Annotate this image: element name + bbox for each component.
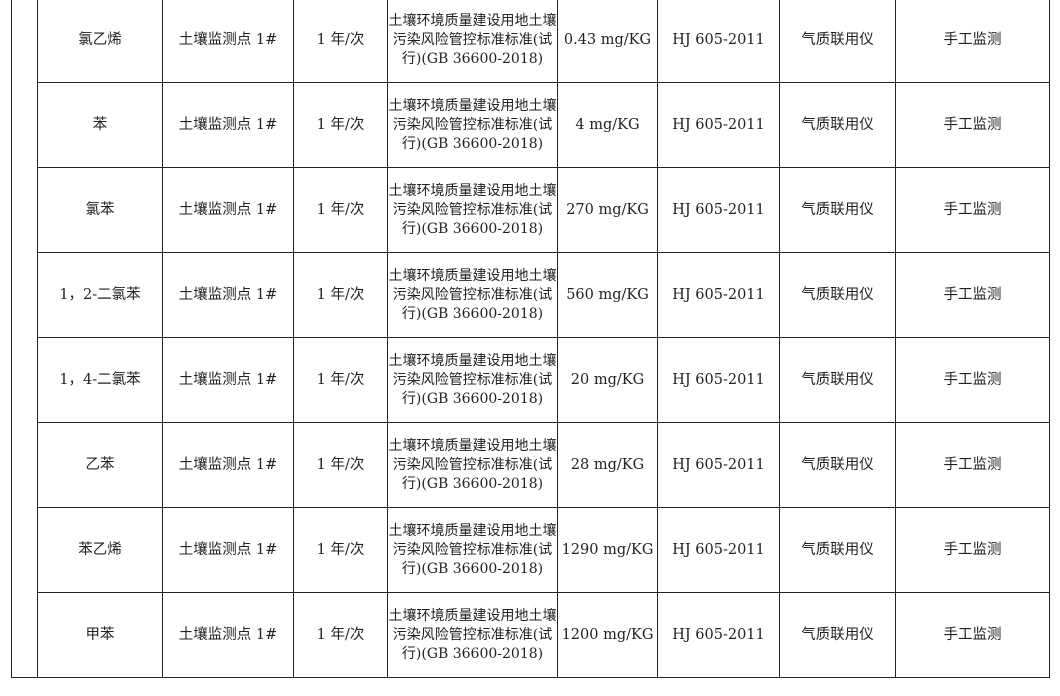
table-row: 氯乙烯 土壤监测点 1# 1 年/次 土壤环境质量建设用地土壤污染风险管控标准标准(试…: [11, 0, 1050, 678]
instrument-cell: 气质联用仪: [779, 252, 896, 338]
instrument-cell: 气质联用仪: [779, 422, 896, 508]
merged-category-cell: [11, 0, 38, 678]
instrument-cell: 气质联用仪: [779, 167, 896, 253]
pollutant-cell: 苯: [37, 82, 163, 168]
mode-cell: 手工监测: [895, 422, 1050, 508]
mode-cell: 手工监测: [895, 592, 1050, 678]
standard-cell: 土壤环境质量建设用地土壤污染风险管控标准标准(试行)(GB 36600-2018…: [387, 82, 558, 168]
pollutant-cell: 苯乙烯: [37, 507, 163, 593]
limit-cell: 1200 mg/KG: [557, 592, 658, 678]
table-row: 苯乙烯 土壤监测点 1# 1 年/次 土壤环境质量建设用地土壤污染风险管控标准标准(试…: [12, 507, 1050, 593]
limit-cell: 20 mg/KG: [557, 337, 658, 423]
pollutant-cell: 1，4-二氯苯: [37, 337, 163, 423]
instrument-cell: 气质联用仪: [779, 592, 896, 678]
site-cell: 土壤监测点 1#: [162, 0, 294, 83]
mode-cell: 手工监测: [895, 507, 1050, 593]
instrument-cell: 气质联用仪: [779, 0, 896, 83]
table-row: 苯土壤监测点 1# 1 年/次 土壤环境质量建设用地土壤污染风险管控标准标准(试行)…: [12, 82, 1050, 168]
instrument-cell: 气质联用仪: [779, 337, 896, 423]
method-cell: HJ 605-2011: [657, 337, 780, 423]
limit-cell: 4 mg/KG: [557, 82, 658, 168]
method-cell: HJ 605-2011: [657, 507, 780, 593]
table-row: 氯苯 土壤监测点 1# 1 年/次 土壤环境质量建设用地土壤污染风险管控标准标准(试行…: [12, 167, 1050, 253]
method-cell: HJ 605-2011: [657, 82, 780, 168]
pollutant-cell: 氯乙烯: [37, 0, 163, 83]
standard-cell: 土壤环境质量建设用地土壤污染风险管控标准标准(试行)(GB 36600-2018…: [387, 167, 558, 253]
table-row: 1，4-二氯苯 土壤监测点 1# 1 年/次 土壤环境质量建设用地土壤污染风险管控标准…: [12, 337, 1050, 423]
standard-cell: 土壤环境质量建设用地土壤污染风险管控标准标准(试行)(GB 36600-2018…: [387, 337, 558, 423]
monitoring-table: 氯乙烯 土壤监测点 1# 1 年/次 土壤环境质量建设用地土壤污染风险管控标准标准(试…: [11, 0, 1050, 678]
frequency-cell: 1 年/次: [293, 82, 388, 168]
site-cell: 土壤监测点 1#: [162, 422, 294, 508]
instrument-cell: 气质联用仪: [779, 507, 896, 593]
pollutant-cell: 1，2-二氯苯: [37, 252, 163, 338]
site-cell: 土壤监测点 1#: [162, 592, 294, 678]
limit-cell: 560 mg/KG: [557, 252, 658, 338]
table-row: 甲苯 土壤监测点 1# 1 年/次 土壤环境质量建设用地土壤污染风险管控标准标准(试行…: [12, 592, 1050, 678]
method-cell: HJ 605-2011: [657, 167, 780, 253]
limit-cell: 0.43 mg/KG: [557, 0, 658, 83]
frequency-cell: 1 年/次: [293, 0, 388, 83]
standard-cell: 土壤环境质量建设用地土壤污染风险管控标准标准(试行)(GB 36600-2018…: [387, 422, 558, 508]
method-cell: HJ 605-2011: [657, 252, 780, 338]
standard-cell: 土壤环境质量建设用地土壤污染风险管控标准标准(试行)(GB 36600-2018…: [387, 592, 558, 678]
standard-cell: 土壤环境质量建设用地土壤污染风险管控标准标准(试行)(GB 36600-2018…: [387, 252, 558, 338]
frequency-cell: 1 年/次: [293, 252, 388, 338]
standard-cell: 土壤环境质量建设用地土壤污染风险管控标准标准(试行)(GB 36600-2018…: [387, 0, 558, 83]
site-cell: 土壤监测点 1#: [162, 507, 294, 593]
mode-cell: 手工监测: [895, 252, 1050, 338]
limit-cell: 1290 mg/KG: [557, 507, 658, 593]
mode-cell: 手工监测: [895, 82, 1050, 168]
frequency-cell: 1 年/次: [293, 337, 388, 423]
method-cell: HJ 605-2011: [657, 0, 780, 83]
standard-cell: 土壤环境质量建设用地土壤污染风险管控标准标准(试行)(GB 36600-2018…: [387, 507, 558, 593]
table-row: 乙苯 土壤监测点 1# 1 年/次 土壤环境质量建设用地土壤污染风险管控标准标准(试行…: [12, 422, 1050, 508]
table-row: 1，2-二氯苯 土壤监测点 1# 1 年/次 土壤环境质量建设用地土壤污染风险管控标准…: [12, 252, 1050, 338]
mode-cell: 手工监测: [895, 0, 1050, 83]
method-cell: HJ 605-2011: [657, 422, 780, 508]
site-cell: 土壤监测点 1#: [162, 337, 294, 423]
instrument-cell: 气质联用仪: [779, 82, 896, 168]
mode-cell: 手工监测: [895, 337, 1050, 423]
site-cell: 土壤监测点 1#: [162, 167, 294, 253]
frequency-cell: 1 年/次: [293, 167, 388, 253]
method-cell: HJ 605-2011: [657, 592, 780, 678]
site-cell: 土壤监测点 1#: [162, 82, 294, 168]
site-cell: 土壤监测点 1#: [162, 252, 294, 338]
frequency-cell: 1 年/次: [293, 422, 388, 508]
frequency-cell: 1 年/次: [293, 507, 388, 593]
pollutant-cell: 甲苯: [37, 592, 163, 678]
limit-cell: 270 mg/KG: [557, 167, 658, 253]
pollutant-cell: 氯苯: [37, 167, 163, 253]
limit-cell: 28 mg/KG: [557, 422, 658, 508]
mode-cell: 手工监测: [895, 167, 1050, 253]
frequency-cell: 1 年/次: [293, 592, 388, 678]
pollutant-cell: 乙苯: [37, 422, 163, 508]
